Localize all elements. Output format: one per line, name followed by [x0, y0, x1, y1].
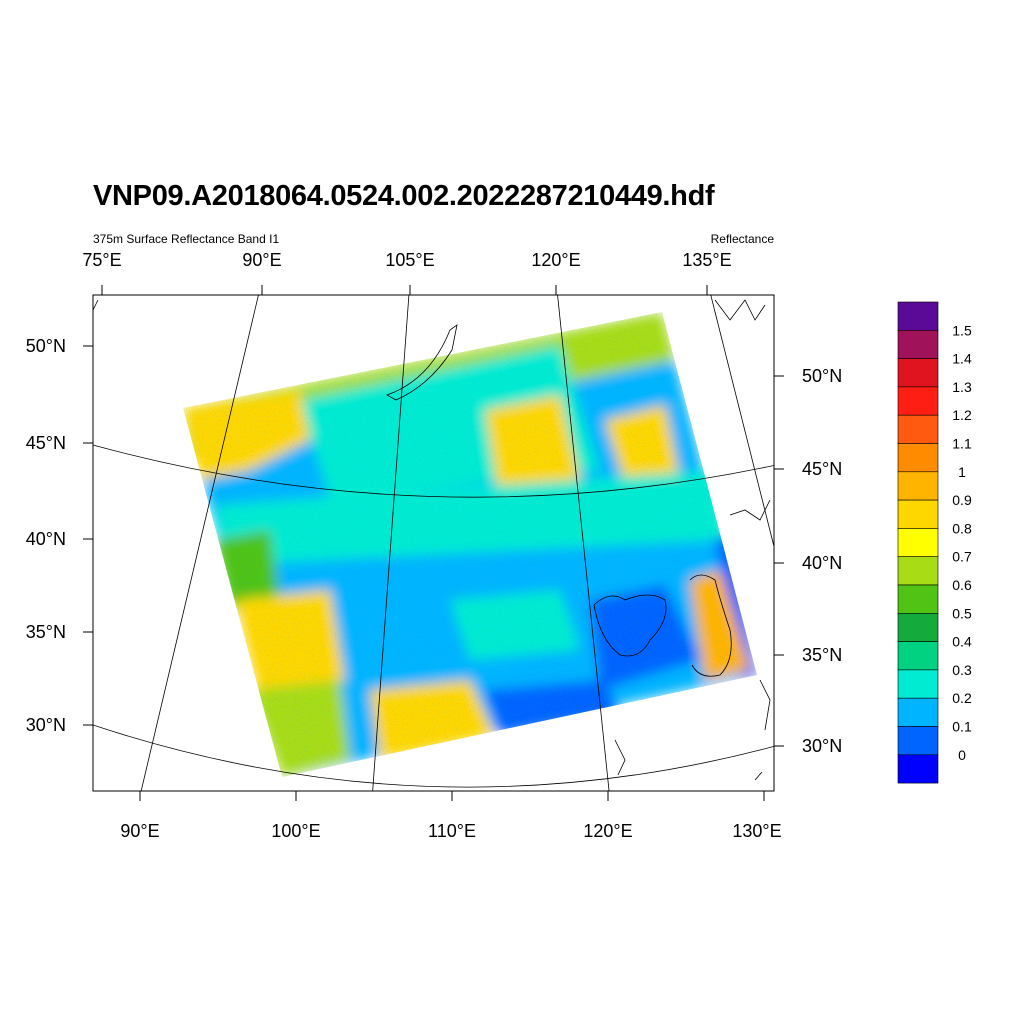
top-tick-label: 75°E — [82, 250, 121, 270]
bottom-tick-label: 130°E — [732, 821, 781, 841]
coastline — [386, 324, 458, 401]
left-tick-label: 40°N — [26, 529, 66, 549]
colorbar-swatch — [897, 556, 939, 586]
coastline — [689, 574, 732, 677]
colorbar-label: 0.2 — [952, 690, 972, 706]
colorbar-label: 1.2 — [952, 407, 972, 423]
bottom-tick-label: 90°E — [120, 821, 159, 841]
coastline — [614, 739, 626, 776]
colorbar-label: 1.1 — [952, 436, 972, 452]
colorbar-label: 0.5 — [952, 605, 972, 621]
coastline — [754, 771, 763, 781]
left-tick-label: 35°N — [26, 622, 66, 642]
colorbar-label: 1 — [958, 464, 966, 480]
left-tick-label: 50°N — [26, 336, 66, 356]
coastline — [714, 299, 766, 321]
colorbar-swatch — [897, 386, 939, 416]
coastline — [93, 299, 99, 311]
coastline — [593, 594, 667, 657]
colorbar-swatch — [897, 301, 939, 331]
colorbar-label: 0.6 — [952, 577, 972, 593]
colorbar-swatch — [897, 329, 939, 359]
left-tick-label: 30°N — [26, 715, 66, 735]
meridian-line — [557, 295, 610, 791]
colorbar-swatch — [897, 499, 939, 529]
colorbar-swatch — [897, 584, 939, 614]
meridian-line — [710, 295, 774, 549]
colorbar-swatch — [897, 754, 939, 784]
left-axis: 50°N 45°N 40°N 35°N 30°N — [26, 336, 93, 735]
top-tick-label: 120°E — [531, 250, 580, 270]
colorbar-swatch — [897, 697, 939, 727]
top-tick-label: 90°E — [242, 250, 281, 270]
colorbar: 1.5 1.4 1.3 1.2 1.1 1 0.9 0.8 0.7 0.6 0.5 0.4 0.3 0.2… — [897, 301, 972, 784]
coastline — [759, 679, 771, 731]
colorbar-swatch — [897, 612, 939, 642]
parallel-line — [93, 724, 774, 788]
right-tick-label: 50°N — [802, 366, 842, 386]
graticule — [93, 295, 774, 791]
top-tick-label: 135°E — [682, 250, 731, 270]
units-subtitle: Reflectance — [710, 232, 774, 246]
colorbar-swatch — [897, 443, 939, 473]
meridian-line — [372, 295, 410, 791]
right-tick-label: 45°N — [802, 459, 842, 479]
right-tick-label: 30°N — [802, 736, 842, 756]
variable-subtitle: 375m Surface Reflectance Band I1 — [93, 232, 280, 246]
plot-title: VNP09.A2018064.0524.002.2022287210449.hd… — [93, 180, 715, 212]
colorbar-label: 0 — [958, 747, 966, 763]
parallel-line — [93, 444, 774, 498]
top-axis: 75°E 90°E 105°E 120°E 135°E — [82, 250, 732, 295]
colorbar-swatch — [897, 528, 939, 558]
colorbar-label: 0.1 — [952, 719, 972, 735]
colorbar-swatch — [897, 414, 939, 444]
colorbar-swatch — [897, 641, 939, 671]
top-tick-label: 105°E — [385, 250, 434, 270]
left-tick-label: 45°N — [26, 433, 66, 453]
coastline — [729, 499, 771, 521]
colorbar-label: 0.4 — [952, 634, 972, 650]
bottom-tick-label: 120°E — [583, 821, 632, 841]
right-tick-label: 35°N — [802, 645, 842, 665]
colorbar-label: 1.4 — [952, 351, 972, 367]
colorbar-label: 0.7 — [952, 549, 972, 565]
right-tick-label: 40°N — [802, 553, 842, 573]
reflectance-swath — [183, 312, 757, 777]
colorbar-label: 1.5 — [952, 322, 972, 338]
right-axis: 50°N 45°N 40°N 35°N 30°N — [774, 366, 842, 756]
colorbar-swatch — [897, 726, 939, 756]
bottom-axis: 90°E 100°E 110°E 120°E 130°E — [120, 791, 782, 841]
colorbar-swatch — [897, 669, 939, 699]
colorbar-label: 0.3 — [952, 662, 972, 678]
colorbar-label: 0.8 — [952, 520, 972, 536]
colorbar-label: 1.3 — [952, 379, 972, 395]
map-frame — [92, 294, 775, 792]
bottom-tick-label: 110°E — [428, 821, 476, 841]
meridian-line — [140, 295, 259, 791]
colorbar-label: 0.9 — [952, 492, 972, 508]
colorbar-swatch — [897, 471, 939, 501]
colorbar-swatch — [897, 358, 939, 388]
bottom-tick-label: 100°E — [271, 821, 320, 841]
